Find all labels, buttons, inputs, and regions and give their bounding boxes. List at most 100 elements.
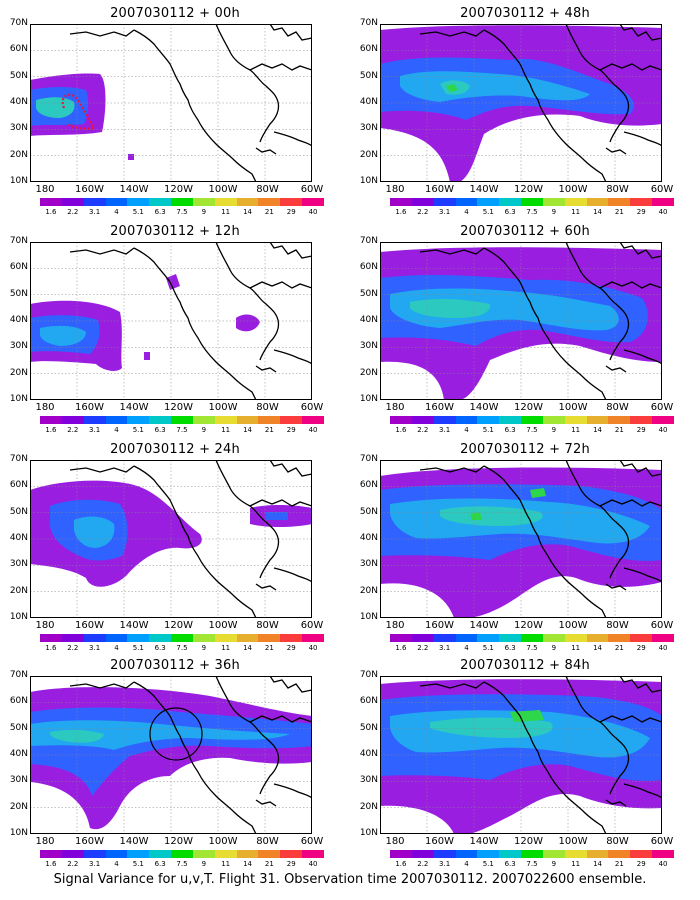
coastline [69, 465, 135, 473]
colorbar-label: 2.2 [67, 208, 79, 216]
coastline [605, 583, 627, 591]
lon-tick-label: 180 [35, 620, 55, 631]
colorbar-swatch [280, 850, 303, 858]
lon-tick-label: 80W [606, 184, 629, 195]
map-frame [30, 460, 312, 618]
coastline [565, 24, 630, 143]
map-panel: 2007030112 + 00h 70N 60N 50N 40N 30N 20N 10N 180… [10, 6, 340, 224]
lon-tick-label: 100W [208, 402, 238, 413]
colorbar-swatch [586, 416, 609, 424]
lon-tick-label: 80W [606, 836, 629, 847]
lon-tick-label: 60W [300, 836, 324, 847]
colorbar-label: 9 [551, 208, 557, 216]
colorbar-labels: 1.6 2.2 3.1 4 5.1 6.3 7.5 9 11 14 21 29 40 [40, 208, 324, 218]
colorbar-swatch [214, 416, 237, 424]
colorbar-label: 9 [201, 208, 207, 216]
lon-tick-label: 160W [75, 620, 104, 631]
colorbar-label: 6.3 [504, 208, 516, 216]
colorbar-swatch [433, 634, 456, 642]
colorbar-label: 14 [593, 208, 602, 216]
coastline [419, 247, 485, 255]
colorbar-label: 29 [636, 860, 646, 868]
map-frame [380, 24, 662, 182]
flight-track [61, 93, 96, 130]
colorbar-labels: 1.6 2.2 3.1 4 5.1 6.3 7.5 9 11 14 21 29 40 [40, 426, 324, 436]
lat-tick-label: 60N [9, 44, 28, 55]
colorbar-swatch [542, 634, 565, 642]
colorbar-label: 1.6 [395, 860, 407, 868]
colorbar-label: 29 [286, 644, 296, 652]
lat-tick-label: 40N [9, 314, 28, 325]
coastline [255, 799, 277, 807]
variance-contour [400, 71, 590, 102]
lon-tick-label: 140W [469, 836, 499, 847]
colorbar-label: 5.1 [132, 426, 144, 434]
colorbar-swatch [61, 416, 84, 424]
colorbar-label: 29 [636, 208, 646, 216]
colorbar-swatch [455, 198, 478, 206]
colorbar-swatch [258, 850, 281, 858]
lat-tick-label: 30N [359, 775, 378, 786]
lat-tick-label: 50N [359, 506, 378, 517]
panel-title: 2007030112 + 48h [460, 6, 590, 21]
colorbar-swatch [521, 416, 543, 424]
colorbar-label: 1.6 [45, 644, 57, 652]
coastline [605, 147, 627, 155]
lat-tick-label: 30N [9, 775, 28, 786]
colorbar-label: 14 [243, 208, 252, 216]
lat-tick-label: 50N [9, 722, 28, 733]
panel-title: 2007030112 + 24h [110, 442, 240, 457]
lon-tick-label: 160W [75, 184, 104, 195]
colorbar-label: 7.5 [526, 860, 538, 868]
coastline [483, 247, 607, 400]
colorbar-label: 21 [614, 208, 624, 216]
colorbar-label: 29 [286, 860, 296, 868]
lat-tick-label: 70N [359, 18, 378, 28]
lon-tick-label: 80W [256, 184, 279, 195]
lon-tick-label: 120W [514, 184, 543, 195]
lon-tick-label: 160W [425, 620, 454, 631]
colorbar-label: 40 [308, 644, 318, 652]
lon-tick-label: 120W [164, 620, 193, 631]
colorbar-swatch [258, 634, 281, 642]
colorbar-swatch [433, 850, 456, 858]
colorbar-label: 29 [286, 426, 296, 434]
variance-contour [530, 488, 546, 498]
colorbar-label: 6.3 [154, 426, 166, 434]
panel-title: 2007030112 + 36h [110, 658, 240, 673]
colorbar-swatch [214, 634, 237, 642]
variance-contour [144, 352, 150, 360]
map-plot [380, 242, 662, 400]
colorbar-swatch [192, 198, 215, 206]
colorbar-swatch [652, 850, 674, 858]
colorbar-label: 21 [614, 644, 624, 652]
colorbar-label: 11 [571, 860, 581, 868]
map-panel: 2007030112 + 48h 70N 60N 50N 40N 30N 20N 10N 180… [360, 6, 690, 224]
colorbar-swatch [214, 198, 237, 206]
colorbar-label: 4 [464, 208, 469, 216]
colorbar-label: 5.1 [132, 860, 144, 868]
colorbar-swatch [390, 634, 412, 642]
map-plot [30, 460, 312, 618]
coastline [483, 681, 607, 834]
colorbar-swatch [214, 850, 237, 858]
lat-tick-label: 50N [359, 70, 378, 81]
colorbar-swatch [83, 850, 106, 858]
coastline [599, 63, 662, 71]
colorbar-swatch [477, 198, 500, 206]
colorbar-swatch [192, 634, 215, 642]
coastline [269, 242, 312, 259]
lon-tick-label: 120W [164, 836, 193, 847]
colorbar-swatch [411, 634, 434, 642]
colorbar-label: 11 [571, 208, 581, 216]
colorbar-label: 40 [308, 426, 318, 434]
coastline [619, 460, 662, 477]
colorbar [40, 198, 324, 206]
lat-tick-label: 40N [359, 96, 378, 107]
colorbar-swatch [564, 634, 587, 642]
colorbar-swatch [105, 634, 128, 642]
colorbar-label: 21 [264, 644, 274, 652]
coastline [133, 247, 257, 400]
panel-title: 2007030112 + 00h [110, 6, 240, 21]
colorbar-label: 7.5 [176, 860, 188, 868]
